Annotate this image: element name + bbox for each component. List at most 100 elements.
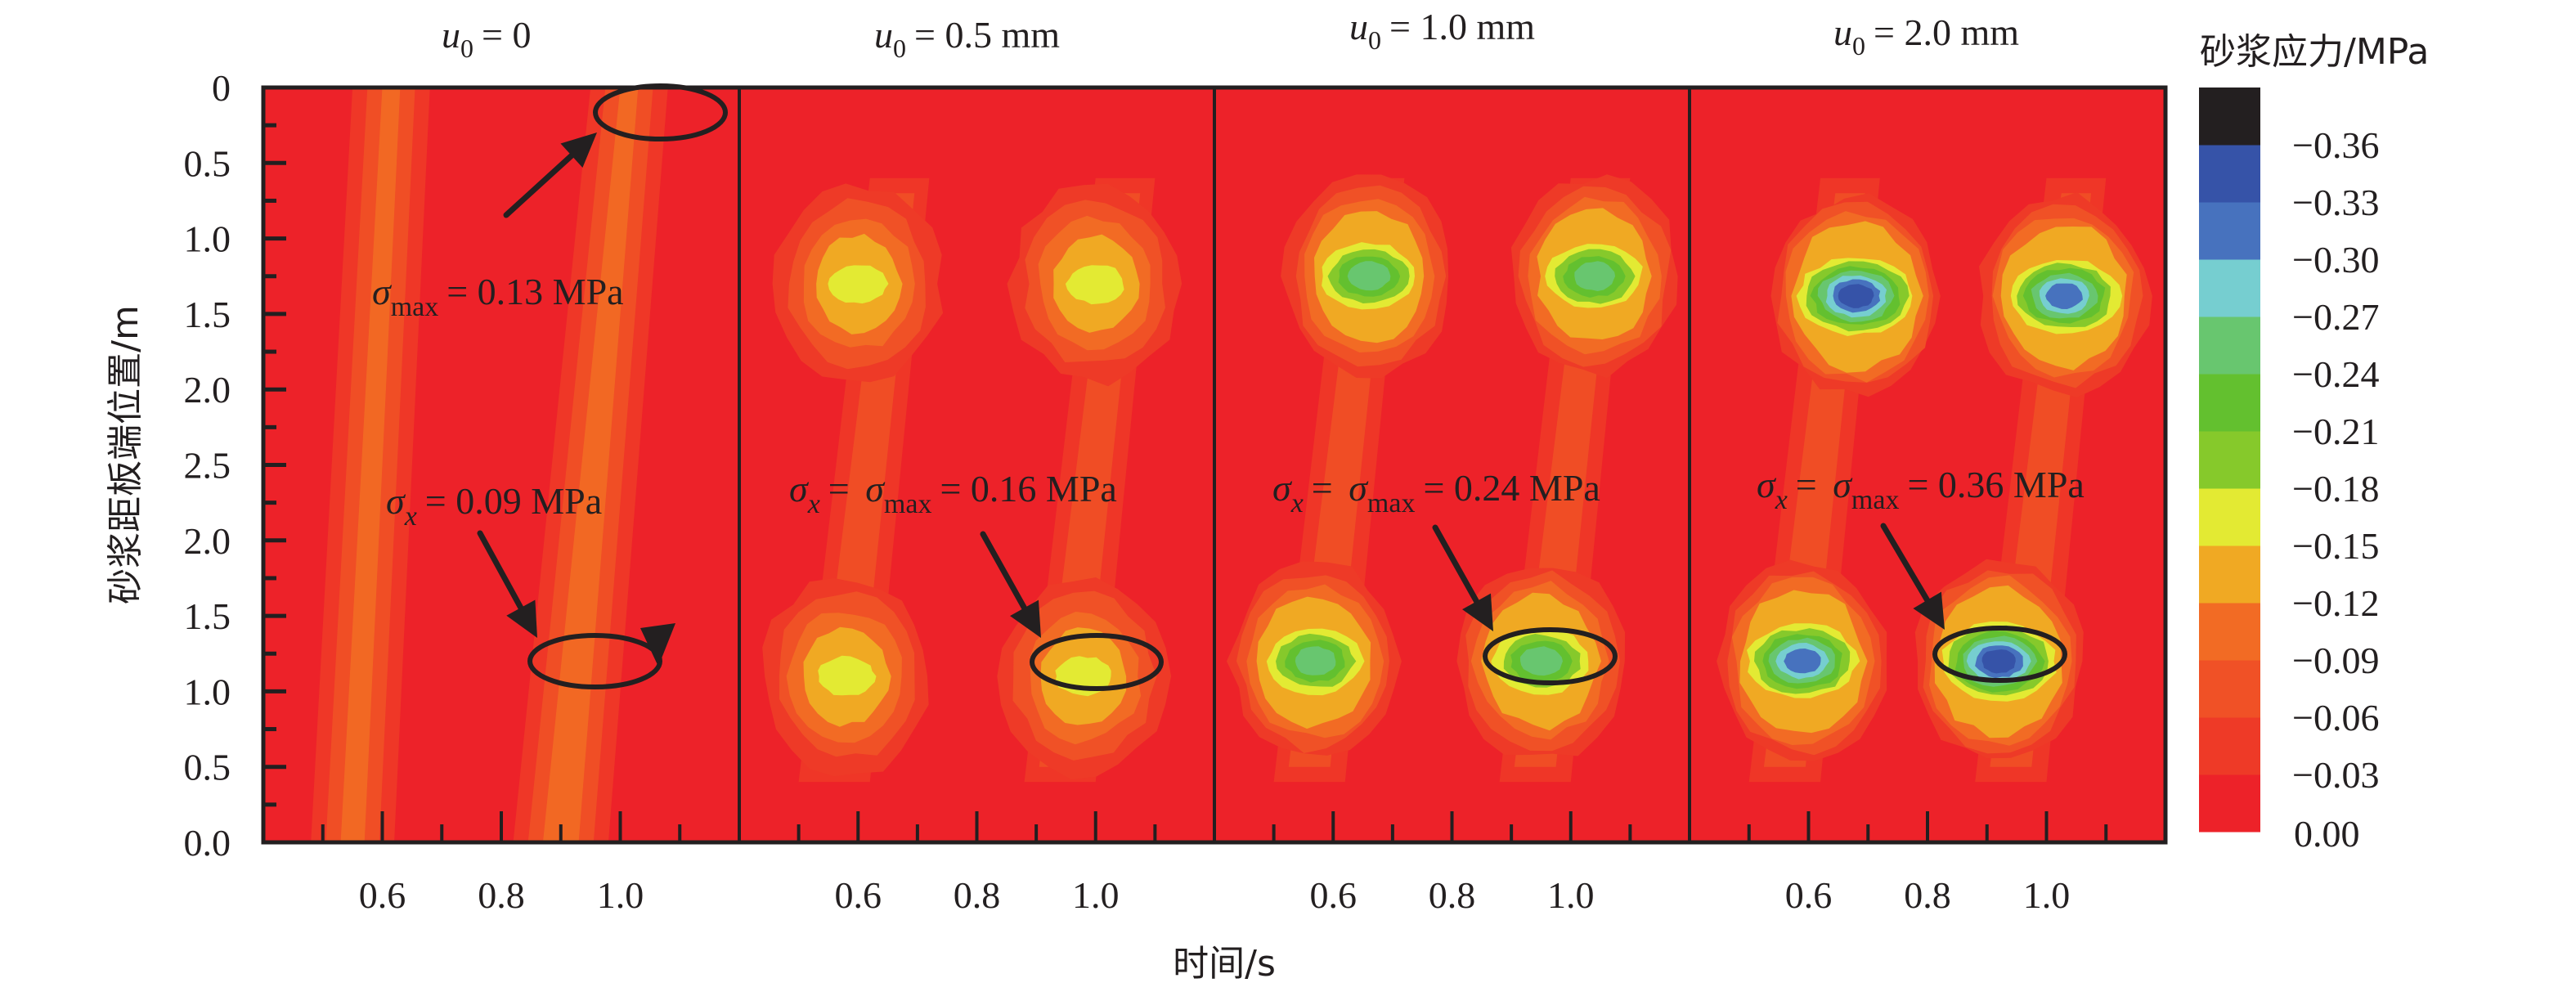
panel-title-var: u xyxy=(1349,6,1368,47)
x-tick-label: 0.6 xyxy=(1785,874,1833,916)
y-axis-label: 砂浆距板端位置/m xyxy=(105,305,146,604)
annotation-arrow xyxy=(503,152,575,218)
contour-ridge xyxy=(542,88,639,842)
annotation-label: σmax = 0.13 MPa xyxy=(372,271,624,322)
annotation-sigma: σ xyxy=(1833,464,1853,505)
panel-title-sub: 0 xyxy=(893,34,906,63)
contour-level--0.15 xyxy=(818,655,877,696)
contour-panel xyxy=(1690,88,2165,842)
panel-title: u0 = 0.5 mm xyxy=(874,14,1060,63)
y-tick-label: 2.0 xyxy=(184,369,231,411)
contour-level--0.24 xyxy=(1347,261,1391,291)
panel-title: u0 = 0 xyxy=(442,14,531,63)
annotation-value: = 0.13 MPa xyxy=(447,271,623,312)
annotation-label: σx = σmax = 0.16 MPa xyxy=(789,468,1117,519)
annotation-sub: max xyxy=(391,292,439,322)
colorbar-tick-label: −0.36 xyxy=(2292,124,2379,166)
panel-title-var: u xyxy=(874,14,893,56)
annotation-label: σx = σmax = 0.24 MPa xyxy=(1272,467,1600,518)
arrow-head xyxy=(1010,599,1041,638)
y-tick-label: 1.5 xyxy=(184,294,231,335)
annotation-ellipse xyxy=(593,83,728,141)
annotation-arrow xyxy=(1880,523,1931,604)
colorbar-band-−0.30 xyxy=(2199,202,2260,260)
panel-title-sub: 0 xyxy=(1368,25,1381,55)
colorbar-tick-label: −0.09 xyxy=(2292,640,2379,681)
annotation-sigma: σ xyxy=(372,271,393,312)
colorbar-tick-label: −0.18 xyxy=(2292,468,2379,509)
annotation-sub: x xyxy=(1290,488,1304,518)
x-tick-label: 1.0 xyxy=(597,874,644,916)
y-tick-label: 1.5 xyxy=(184,595,231,637)
arrow-head xyxy=(1913,591,1945,630)
x-tick-label: 0.8 xyxy=(478,874,525,916)
colorbar-band-0.00 xyxy=(2199,774,2260,833)
colorbar-tick-label: −0.06 xyxy=(2292,697,2379,738)
panels xyxy=(263,88,2165,842)
annotation-arrow xyxy=(980,531,1028,611)
colorbar-band-−0.09 xyxy=(2199,603,2260,661)
annotation-eq: = xyxy=(1796,464,1826,505)
annotation-value: = 0.09 MPa xyxy=(425,480,602,522)
annotation-sub: max xyxy=(1851,485,1900,515)
colorbar-band-−0.06 xyxy=(2199,660,2260,718)
colorbar-band-−0.15 xyxy=(2199,488,2260,546)
annotation-eq: = xyxy=(1312,467,1342,509)
annotation-value: = 0.24 MPa xyxy=(1423,467,1600,509)
annotation-arrow xyxy=(477,530,524,611)
annotation-sub: x xyxy=(807,489,820,519)
annotation-eq: = xyxy=(828,468,859,509)
contour-level--0.24 xyxy=(1519,646,1563,676)
annotation-sigma: σ xyxy=(865,468,886,509)
x-tick-label: 0.8 xyxy=(1904,874,1951,916)
x-tick-label: 1.0 xyxy=(2023,874,2071,916)
panel-title: u0 = 1.0 mm xyxy=(1349,6,1535,55)
contour-ridge xyxy=(340,88,401,842)
panel-titles: u0 = 0 u0 = 0.5 mm u0 = 1.0 mm u0 = 2.0 mm xyxy=(442,6,2019,63)
colorbar: 0.00 −0.03 −0.06 −0.09 −0.12 −0.15 −0.18 −0.21 −… xyxy=(2199,88,2379,855)
y-ticks: 0 0.5 1.0 1.5 2.0 2.5 2.0 1.5 1.0 0.5 0.0 xyxy=(184,67,286,864)
colorbar-band-−0.18 xyxy=(2199,431,2260,489)
colorbar-tick-label: −0.21 xyxy=(2292,411,2379,452)
annotation-value: = 0.16 MPa xyxy=(940,468,1116,509)
contour-level--0.15 xyxy=(828,265,889,304)
colorbar-band-−0.03 xyxy=(2199,717,2260,775)
contour-level--0.33 xyxy=(1838,284,1874,308)
colorbar-tick-label: −0.33 xyxy=(2292,182,2379,223)
colorbar-tick-label: −0.30 xyxy=(2292,239,2379,281)
annotation-sub: x xyxy=(1775,485,1788,515)
x-tick-label: 0.6 xyxy=(359,874,406,916)
panel-title-rest: = 0 xyxy=(482,14,531,56)
colorbar-band-−0.33 xyxy=(2199,145,2260,203)
x-axis-label: 时间/s xyxy=(1173,943,1276,985)
annotation-sigma: σ xyxy=(1272,467,1293,509)
x-tick-label: 1.0 xyxy=(1072,874,1120,916)
panel-title: u0 = 2.0 mm xyxy=(1833,11,2019,61)
colorbar-band-−0.27 xyxy=(2199,259,2260,317)
y-tick-label: 0.0 xyxy=(184,822,231,864)
colorbar-tick-label: −0.12 xyxy=(2292,582,2379,624)
contour-level--0.3 xyxy=(1784,649,1821,674)
panel-title-sub: 0 xyxy=(1852,31,1865,61)
annotation-label: σx = 0.09 MPa xyxy=(386,480,602,532)
contour-panel xyxy=(1214,88,1690,842)
annotation-label: σx = σmax = 0.36 MPa xyxy=(1757,464,2085,515)
x-ticks: 0.6 0.8 1.0 0.6 0.8 1.0 0.6 0.8 1.0 0.6 0.8 1.0 xyxy=(321,811,2108,916)
colorbar-tick-label: −0.24 xyxy=(2292,353,2379,395)
y-tick-label: 1.0 xyxy=(184,218,231,260)
colorbar-title: 砂浆应力/MPa xyxy=(2200,31,2429,73)
x-tick-label: 0.6 xyxy=(1310,874,1358,916)
y-tick-label: 0.5 xyxy=(184,747,231,788)
plot-frame xyxy=(261,85,2168,845)
annotation-sigma: σ xyxy=(386,480,406,522)
x-tick-label: 0.8 xyxy=(954,874,1001,916)
arrow-head xyxy=(506,599,537,638)
contour-level--0.24 xyxy=(1295,646,1336,676)
annotation-sigma: σ xyxy=(1757,464,1777,505)
annotation-sigma: σ xyxy=(789,468,810,509)
annotation-sigma: σ xyxy=(1349,467,1369,509)
contour-level--0.3 xyxy=(2045,283,2083,309)
colorbar-tick-label: −0.03 xyxy=(2292,754,2379,796)
